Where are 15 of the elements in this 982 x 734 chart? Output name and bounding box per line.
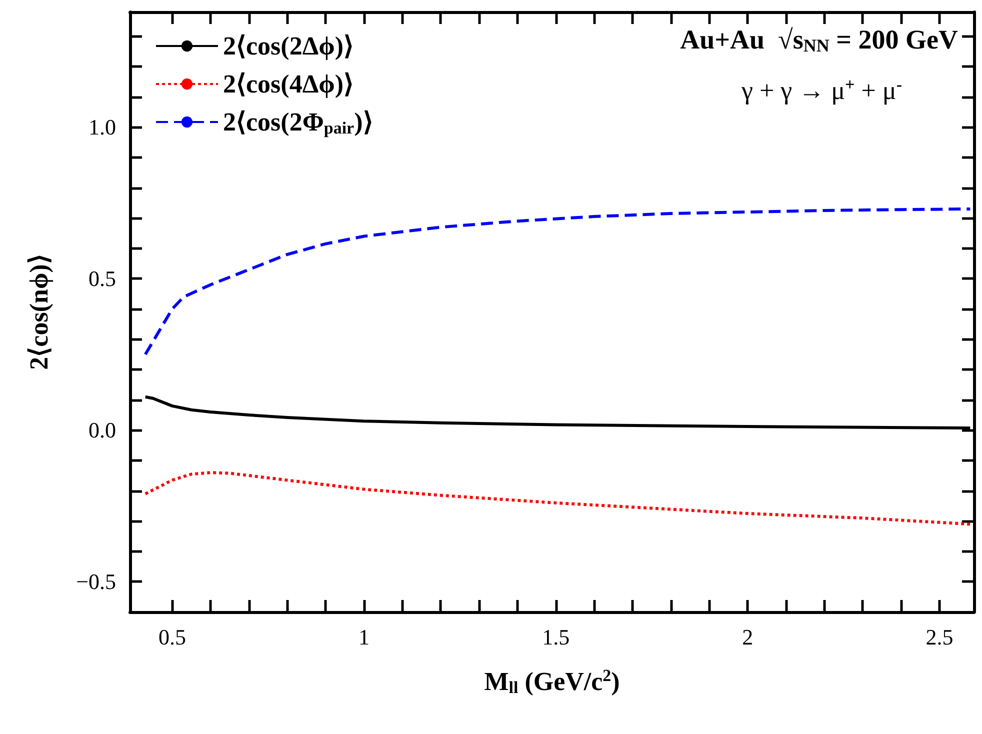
x-tick-label: 0.5 [158,624,186,650]
y-axis-title: 2⟨cos(nϕ)⟩ [24,254,54,370]
x-tick-label: 2 [742,624,754,650]
line-series [144,207,972,356]
y-tick-label: 1.0 [88,114,116,140]
line-series [144,471,972,526]
y-tick-label: −0.5 [76,569,116,594]
legend-label: 2⟨cos(4Δϕ)⟩ [223,70,354,98]
y-tick-label: 0.0 [88,418,116,443]
legend-label: 2⟨cos(2Δϕ)⟩ [223,32,354,60]
y-tick-label: 0.5 [88,266,116,292]
x-tick-label: 1.5 [542,624,570,650]
x-tick-label: 2.5 [926,624,954,650]
x-tick-label: 1 [358,624,370,650]
annotation: γ + γ → μ+ + μ- [740,75,902,105]
